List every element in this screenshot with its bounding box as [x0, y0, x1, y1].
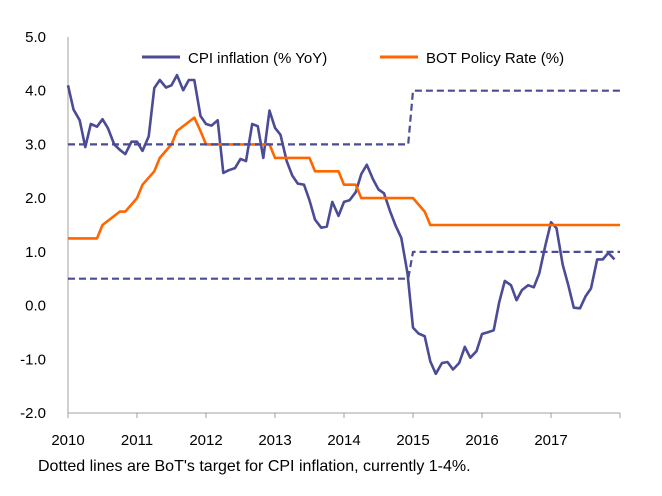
target-lower-band-line: [68, 250, 620, 280]
x-tick-label: 2014: [327, 432, 360, 449]
policy-rate-line: [68, 116, 620, 240]
y-tick-label: 4.0: [25, 83, 46, 100]
target-upper-band-line: [68, 89, 620, 146]
y-tick-label: 1.0: [25, 244, 46, 261]
cpi-inflation-line: [66, 73, 616, 376]
x-tick-label: 2011: [121, 432, 153, 449]
y-tick-label: 5.0: [25, 29, 46, 46]
y-tick-label: 3.0: [25, 136, 46, 153]
chart-caption: Dotted lines are BoT's target for CPI in…: [38, 458, 471, 475]
x-tick-label: 2017: [534, 432, 567, 449]
legend-label-policy: BOT Policy Rate (%): [426, 50, 564, 67]
x-tick-label: 2012: [189, 432, 222, 449]
series-layer: [66, 73, 620, 376]
y-tick-label: -2.0: [20, 405, 46, 422]
legend: CPI inflation (% YoY) BOT Policy Rate (%…: [142, 50, 564, 67]
y-tick-label: -1.0: [20, 351, 46, 368]
x-tick-label: 2013: [258, 432, 291, 449]
axes-layer: 5.0 4.0 3.0 2.0 1.0 0.0 -1.0 -2.0 2010 2011 2012 20…: [20, 29, 621, 449]
x-tick-label: 2010: [51, 432, 84, 449]
x-tick-label: 2016: [465, 432, 498, 449]
y-tick-label: 0.0: [25, 298, 46, 315]
legend-label-cpi: CPI inflation (% YoY): [188, 50, 327, 67]
x-tick-label: 2015: [396, 432, 429, 449]
y-tick-label: 2.0: [25, 190, 46, 207]
